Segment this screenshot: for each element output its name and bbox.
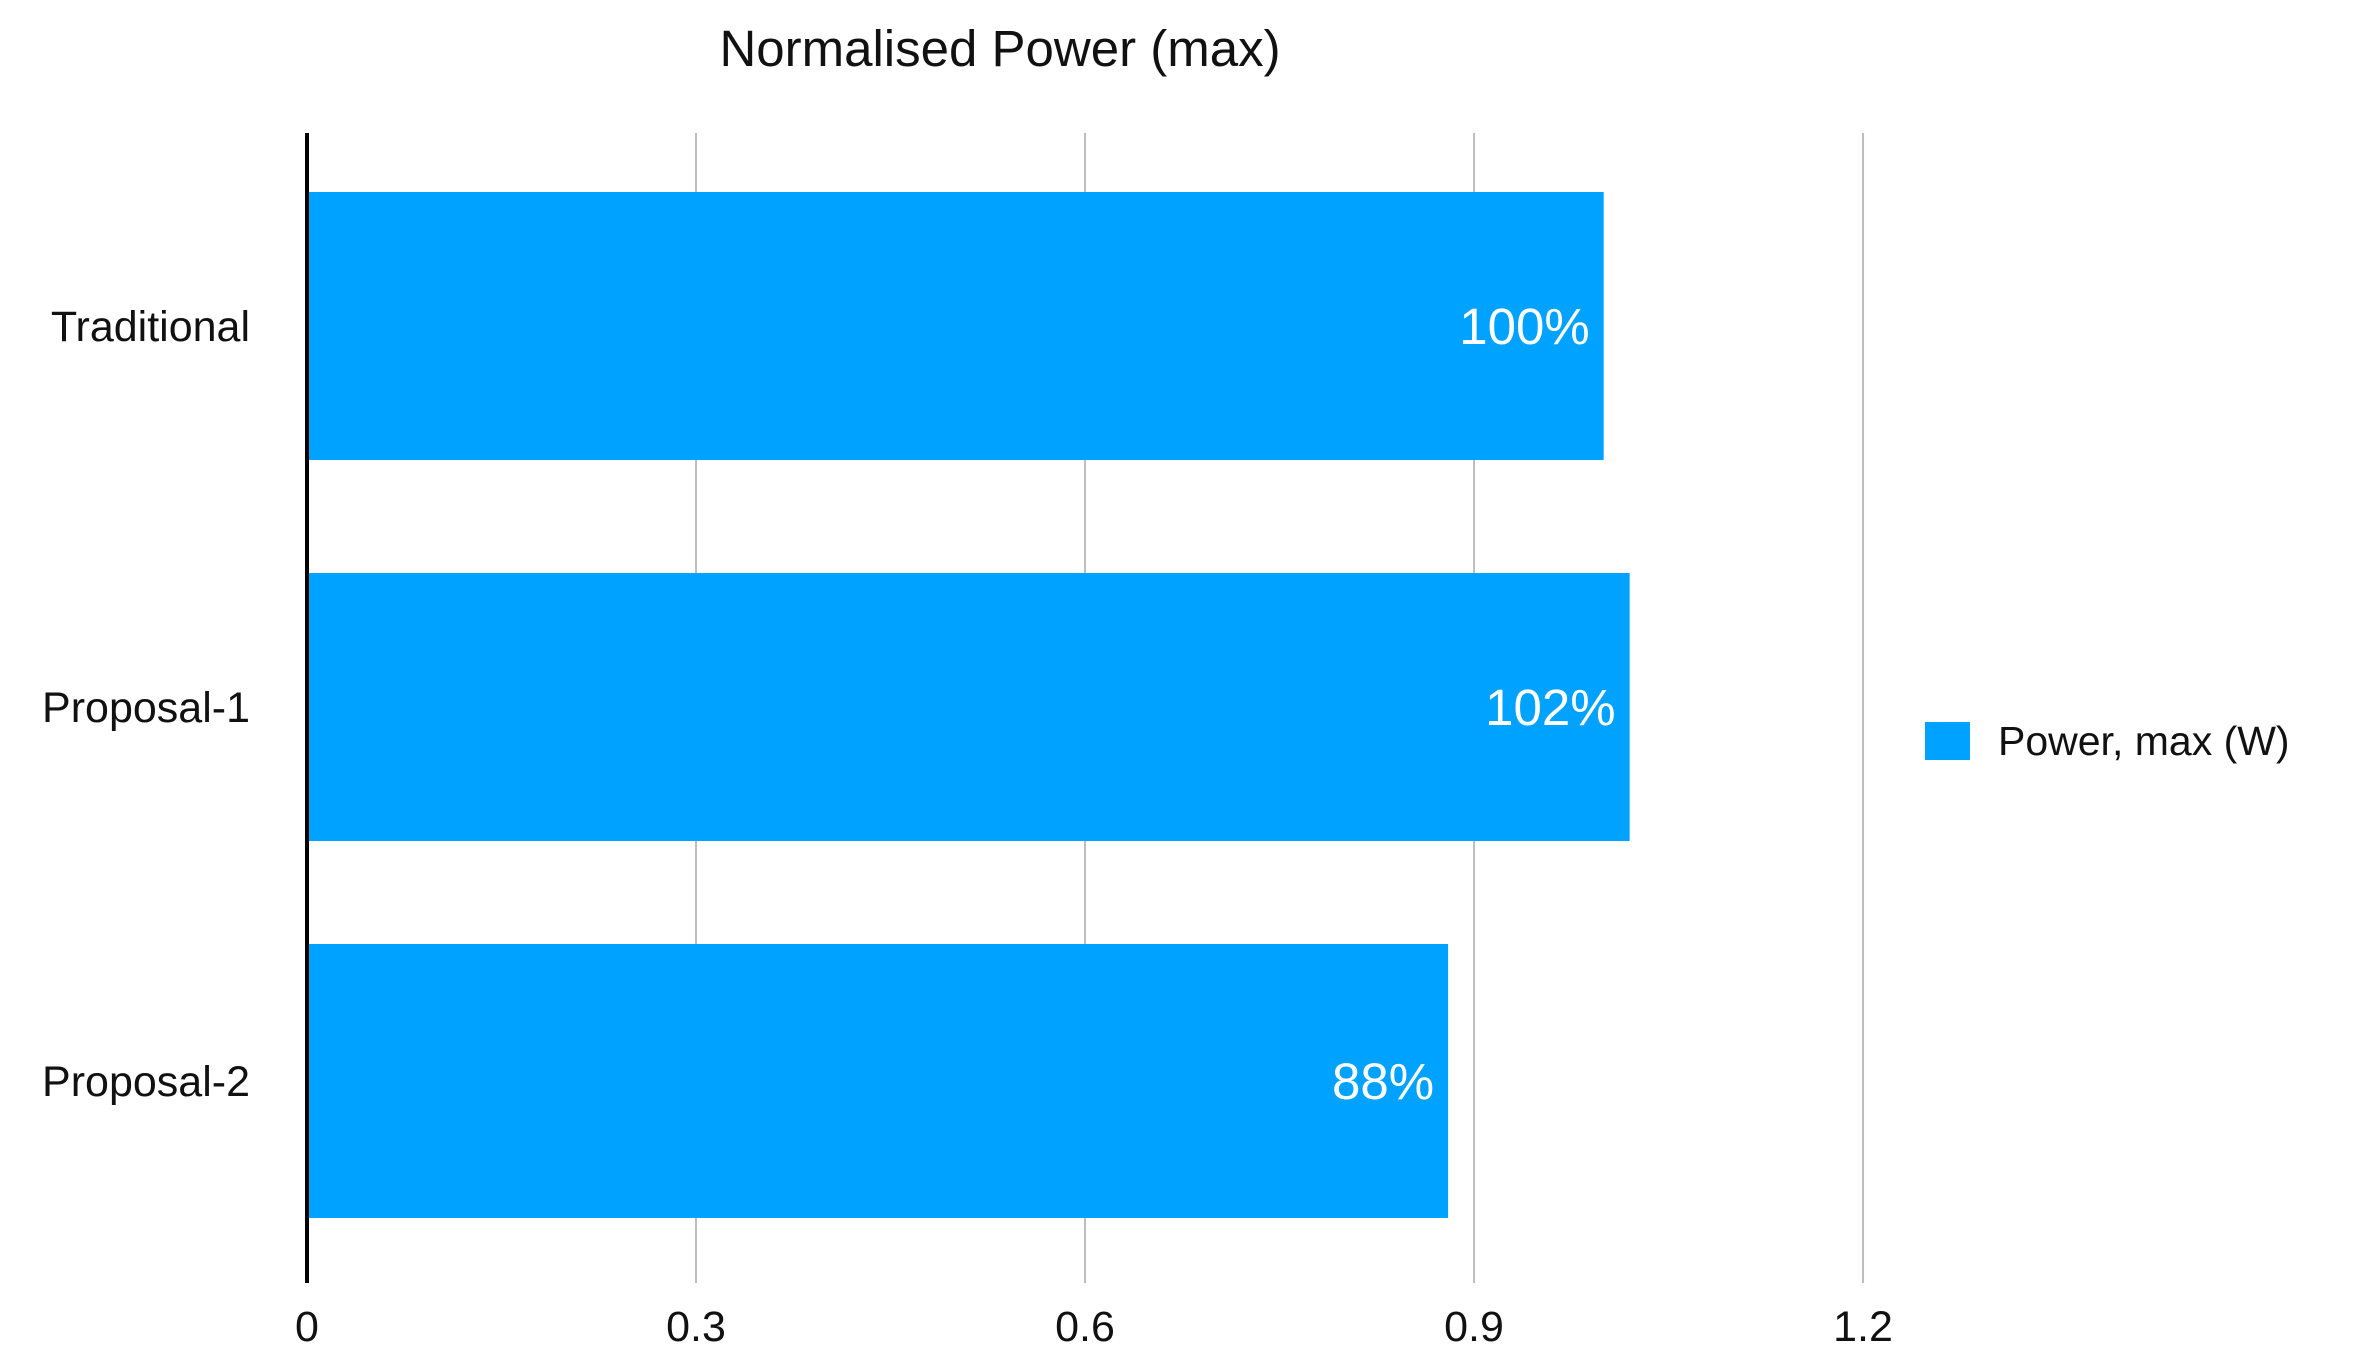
data-label: 100%	[1459, 298, 1589, 355]
data-label: 102%	[1485, 679, 1615, 736]
bar	[307, 192, 1604, 460]
category-label: Traditional	[51, 303, 250, 351]
x-tick-label: 0.6	[1055, 1303, 1115, 1347]
x-tick-label: 0.3	[666, 1303, 726, 1347]
bars	[307, 192, 1630, 1218]
axes: 0 0.3 0.6 0.9 1.2 Traditional Proposal-1 Propos…	[42, 133, 1893, 1347]
data-labels: 100% 102% 88%	[1332, 298, 1616, 1110]
x-tick-label: 0.9	[1444, 1303, 1504, 1347]
x-tick-label: 0	[295, 1303, 319, 1347]
data-label: 88%	[1332, 1053, 1434, 1110]
legend: Power, max (W)	[1925, 718, 2290, 764]
chart-title: Normalised Power (max)	[719, 20, 1280, 77]
bar	[307, 944, 1449, 1218]
category-label: Proposal-1	[42, 684, 250, 732]
x-tick-label: 1.2	[1833, 1303, 1893, 1347]
legend-swatch	[1925, 722, 1970, 760]
category-label: Proposal-2	[42, 1058, 250, 1106]
bar	[307, 573, 1630, 841]
legend-label: Power, max (W)	[1998, 718, 2290, 764]
